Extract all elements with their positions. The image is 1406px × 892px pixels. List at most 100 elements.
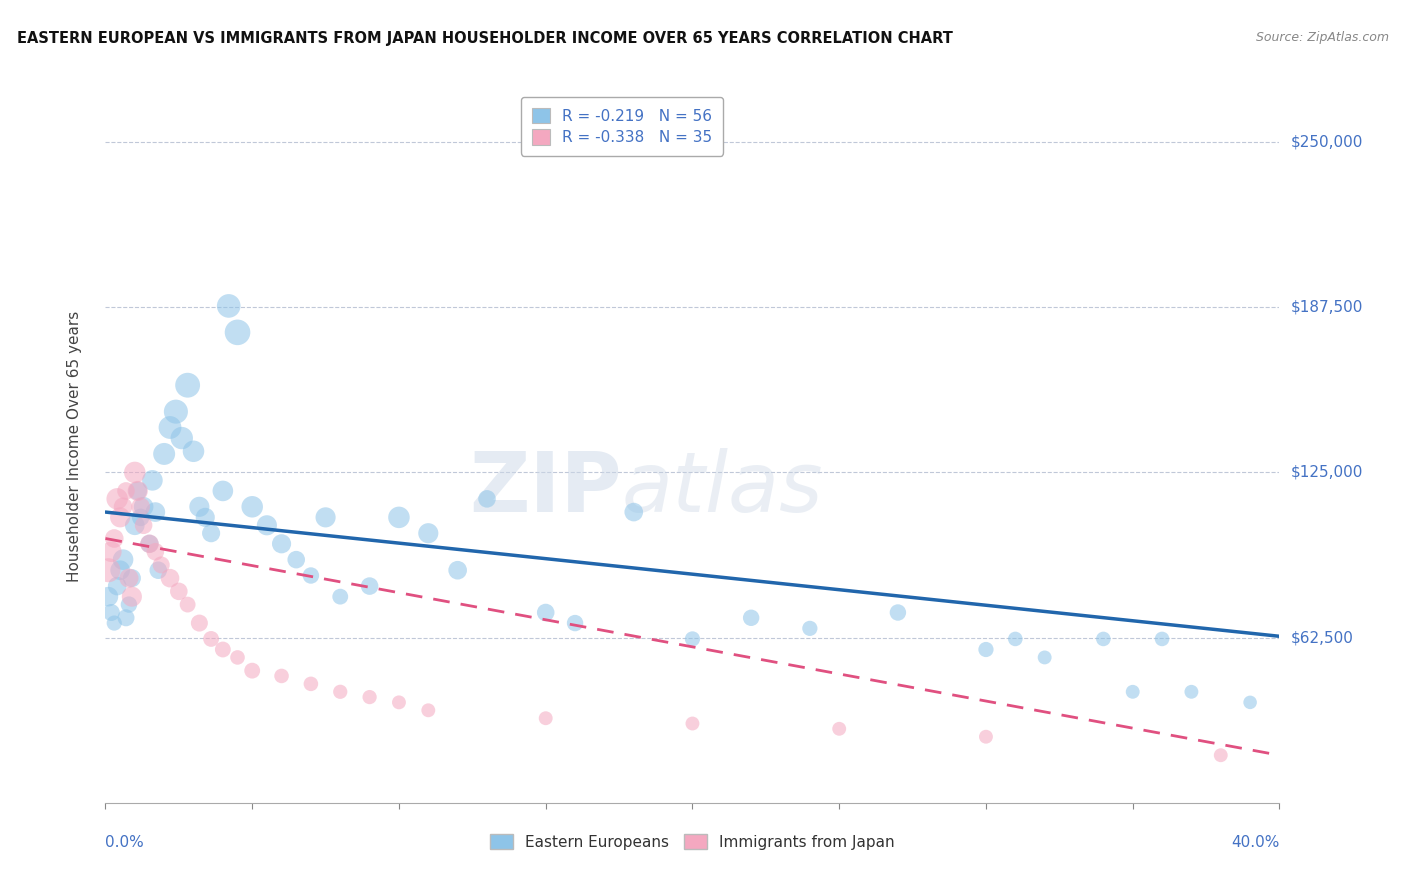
Point [315,510,337,524]
Text: $187,500: $187,500 [1291,300,1362,315]
Point [132,518,155,533]
Point [359,579,381,593]
Point [143,545,166,559]
Point [194,510,217,524]
Point [159,420,181,434]
Point [200,526,222,541]
Point [97,590,120,604]
Point [129,500,152,514]
Point [121,571,143,585]
Point [127,483,149,498]
Point [124,518,146,533]
Point [828,722,851,736]
Point [127,483,149,498]
Point [240,500,263,514]
Point [188,616,211,631]
Point [1122,685,1144,699]
Point [211,483,233,498]
Point [159,571,181,585]
Point [564,616,586,631]
Point [974,730,997,744]
Point [103,532,125,546]
Point [1004,632,1026,646]
Text: $250,000: $250,000 [1291,135,1362,150]
Point [388,695,411,709]
Point [887,606,910,620]
Point [129,510,152,524]
Point [141,474,163,488]
Point [475,491,498,506]
Point [799,621,821,635]
Point [103,616,125,631]
Point [418,703,440,717]
Point [138,537,160,551]
Point [143,505,166,519]
Point [118,571,141,585]
Point [974,642,997,657]
Point [623,505,645,519]
Point [446,563,468,577]
Point [1209,748,1232,763]
Text: $125,000: $125,000 [1291,465,1362,480]
Text: 40.0%: 40.0% [1232,835,1279,850]
Legend: Eastern Europeans, Immigrants from Japan: Eastern Europeans, Immigrants from Japan [484,828,901,855]
Point [270,537,292,551]
Point [100,545,122,559]
Point [299,677,322,691]
Text: $62,500: $62,500 [1291,630,1354,645]
Point [112,500,135,514]
Point [285,552,308,566]
Point [138,537,160,551]
Text: atlas: atlas [621,449,824,529]
Point [1180,685,1202,699]
Point [388,510,411,524]
Point [176,598,198,612]
Point [299,568,322,582]
Point [118,598,141,612]
Point [1092,632,1115,646]
Point [359,690,381,704]
Text: EASTERN EUROPEAN VS IMMIGRANTS FROM JAPAN HOUSEHOLDER INCOME OVER 65 YEARS CORRE: EASTERN EUROPEAN VS IMMIGRANTS FROM JAPA… [17,31,953,46]
Point [418,526,440,541]
Point [100,606,122,620]
Point [534,711,557,725]
Point [153,447,176,461]
Y-axis label: Householder Income Over 65 years: Householder Income Over 65 years [67,310,82,582]
Point [329,590,352,604]
Point [226,650,249,665]
Point [240,664,263,678]
Text: 0.0%: 0.0% [105,835,145,850]
Point [115,611,138,625]
Point [121,590,143,604]
Point [1150,632,1173,646]
Point [188,500,211,514]
Point [105,491,128,506]
Point [108,510,131,524]
Point [329,685,352,699]
Point [270,669,292,683]
Point [682,716,704,731]
Point [682,632,704,646]
Point [1033,650,1056,665]
Point [1239,695,1261,709]
Point [115,483,138,498]
Point [108,563,131,577]
Point [176,378,198,392]
Point [170,431,193,445]
Point [97,563,120,577]
Point [105,579,128,593]
Point [165,404,187,418]
Point [124,466,146,480]
Point [226,326,249,340]
Point [740,611,762,625]
Text: ZIP: ZIP [470,449,621,529]
Point [148,563,170,577]
Point [132,500,155,514]
Point [534,606,557,620]
Point [200,632,222,646]
Point [256,518,278,533]
Point [167,584,190,599]
Point [183,444,205,458]
Point [218,299,240,313]
Point [150,558,173,572]
